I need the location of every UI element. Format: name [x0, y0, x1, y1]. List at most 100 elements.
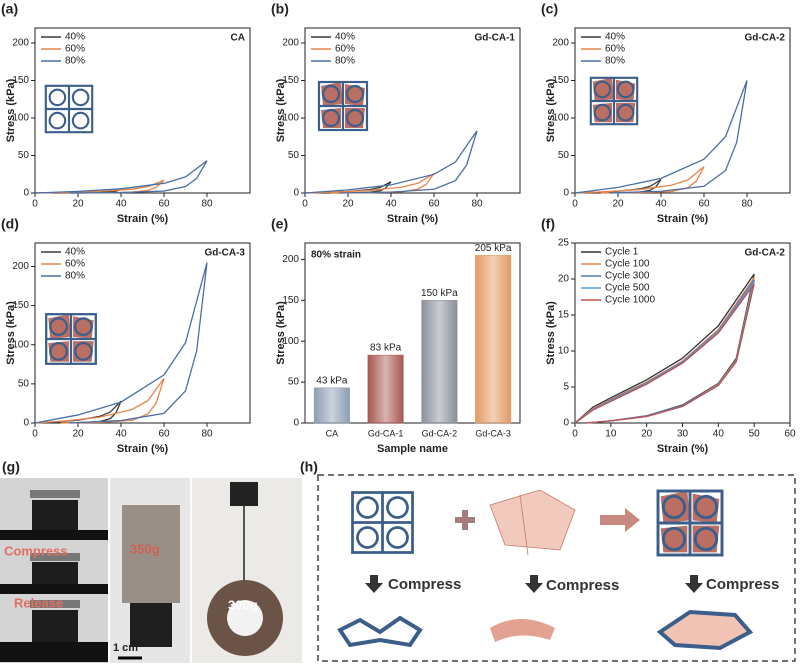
y-tick-label: 0 — [563, 418, 569, 429]
x-tick-label: 40 — [655, 199, 667, 210]
x-axis-label: Strain (%) — [657, 213, 709, 225]
x-tick-label: 80 — [741, 199, 753, 210]
x-tick-label: 20 — [72, 199, 84, 210]
x-tick-label: 10 — [605, 429, 617, 440]
legend-label: 80% — [65, 56, 85, 67]
value-label: 83 kPa — [370, 343, 402, 354]
x-axis-label: Sample name — [377, 443, 448, 455]
legend-label: 40% — [65, 32, 85, 43]
panel-label: (h) — [300, 459, 318, 475]
photo-text: Compress — [4, 543, 68, 558]
y-tick-label: 100 — [12, 339, 29, 350]
x-tick-label: 50 — [749, 429, 761, 440]
y-axis-label: Stress (kPa) — [275, 301, 287, 365]
legend-label: 80% — [65, 271, 85, 282]
y-tick-label: 0 — [293, 188, 299, 199]
series-line — [574, 283, 755, 424]
legend-label: Cycle 500 — [605, 283, 650, 294]
series-line — [34, 160, 208, 194]
x-tick-label: CA — [326, 428, 339, 438]
legend-label: Cycle 300 — [605, 271, 650, 282]
series-line — [574, 277, 755, 424]
bar — [421, 300, 458, 424]
legend-label: 60% — [65, 259, 85, 270]
y-tick-label: 200 — [282, 254, 299, 265]
annotation: 80% strain — [311, 250, 361, 261]
x-tick-label: 60 — [158, 429, 170, 440]
x-tick-label: 60 — [158, 199, 170, 210]
y-tick-label: 50 — [558, 150, 570, 161]
y-tick-label: 50 — [18, 379, 30, 390]
series-line — [574, 279, 755, 424]
y-tick-label: 5 — [563, 382, 569, 393]
x-tick-label: 80 — [201, 199, 213, 210]
y-tick-label: 100 — [282, 336, 299, 347]
value-label: 205 kPa — [475, 243, 512, 254]
x-tick-label: 30 — [677, 429, 689, 440]
legend-label: Cycle 1000 — [605, 295, 655, 306]
chart-title: Gd-CA-2 — [744, 33, 785, 44]
series-line — [574, 273, 755, 424]
legend-label: 40% — [65, 247, 85, 258]
step-label: Compress — [546, 577, 619, 594]
legend-label: 60% — [65, 44, 85, 55]
panel-label: (e) — [271, 216, 288, 232]
x-tick-label: 0 — [32, 429, 38, 440]
y-tick-label: 150 — [282, 295, 299, 306]
x-axis-label: Strain (%) — [117, 213, 169, 225]
chart-title: Gd-CA-1 — [474, 33, 515, 44]
panel-label: (d) — [1, 216, 19, 232]
x-tick-label: 60 — [784, 429, 796, 440]
panel-label: (f) — [541, 216, 555, 232]
y-tick-label: 50 — [18, 150, 30, 161]
plot-frame — [304, 27, 521, 194]
chart-title: Gd-CA-3 — [204, 248, 245, 259]
x-tick-label: 40 — [713, 429, 725, 440]
x-tick-label: 40 — [385, 199, 397, 210]
y-axis-label: Stress (kPa) — [545, 78, 557, 142]
step-label: Compress — [706, 576, 779, 593]
x-tick-label: 0 — [302, 199, 308, 210]
x-tick-label: 40 — [115, 199, 127, 210]
x-axis-label: Strain (%) — [657, 443, 709, 455]
series-line — [34, 262, 208, 424]
y-tick-label: 50 — [288, 150, 300, 161]
y-tick-label: 150 — [552, 75, 569, 86]
structure-inset — [591, 78, 637, 124]
panel-label: (g) — [2, 459, 20, 475]
structure-inset — [44, 84, 94, 134]
x-tick-label: 60 — [428, 199, 440, 210]
y-tick-label: 100 — [282, 113, 299, 124]
value-label: 150 kPa — [421, 288, 458, 299]
legend-label: 80% — [605, 56, 625, 67]
y-tick-label: 100 — [552, 113, 569, 124]
diagram-frame — [317, 474, 796, 662]
x-tick-label: 20 — [612, 199, 624, 210]
x-tick-label: Gd-CA-3 — [475, 428, 511, 438]
y-tick-label: 200 — [552, 38, 569, 49]
legend-label: 80% — [335, 56, 355, 67]
scale-bar-label: 1 cm — [113, 642, 138, 654]
y-axis-label: Stress (kPa) — [275, 78, 287, 142]
step-label: Compress — [388, 576, 461, 593]
legend-label: 40% — [335, 32, 355, 43]
plot-frame — [304, 242, 521, 424]
y-tick-label: 20 — [558, 274, 570, 285]
plot-frame — [574, 27, 791, 194]
x-tick-label: 0 — [572, 429, 578, 440]
x-axis-label: Strain (%) — [117, 443, 169, 455]
y-tick-label: 200 — [12, 261, 29, 272]
photo-text: 300g — [228, 597, 258, 612]
structure-inset — [319, 82, 367, 130]
x-axis-label: Strain (%) — [387, 213, 439, 225]
panel-label: (a) — [1, 1, 18, 17]
legend-label: 60% — [605, 44, 625, 55]
y-tick-label: 0 — [23, 418, 29, 429]
structure-inset — [46, 314, 96, 364]
photo-text: Release — [14, 595, 63, 610]
chart-title: Gd-CA-2 — [744, 248, 785, 259]
y-tick-label: 150 — [282, 75, 299, 86]
y-tick-label: 100 — [12, 113, 29, 124]
chart-title: CA — [231, 33, 245, 44]
